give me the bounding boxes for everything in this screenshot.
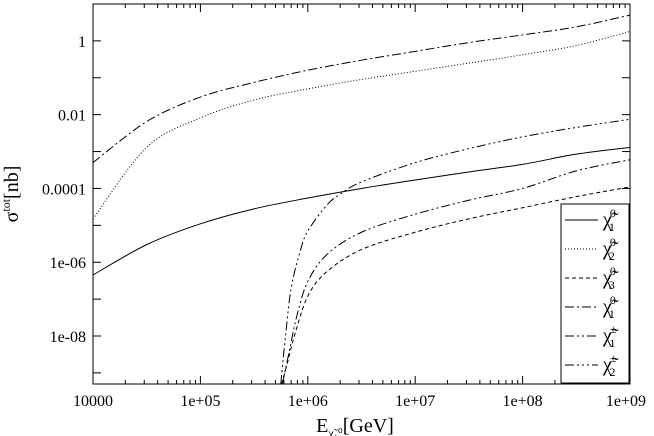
x-axis-title: Eχ̃₁⁰[GeV] (316, 415, 394, 436)
x-tick-label: 1e+08 (503, 393, 543, 410)
y-tick-label: 0.0001 (42, 181, 86, 198)
series-line-5 (281, 159, 631, 385)
legend-entry-label: χ̃± 1 (602, 322, 619, 350)
legend-box (560, 203, 630, 384)
x-tick-label: 1e+09 (606, 393, 646, 410)
legend-entry-label: χ̃0 1 (602, 293, 619, 321)
series-line-1 (92, 146, 631, 276)
y-tick-label: 1 (78, 34, 86, 51)
series-line-2 (92, 30, 631, 220)
x-tick-label: 1e+06 (288, 393, 328, 410)
legend-entry-label: χ̃0 3 (602, 264, 619, 292)
plot-frame (92, 3, 631, 385)
series-line-3 (281, 186, 631, 385)
legend-entry-label: χ̃0 1 (602, 206, 619, 234)
x-tick-label: 1e+05 (180, 393, 220, 410)
series-line-4 (92, 14, 631, 164)
x-tick-label: 10000 (73, 393, 113, 410)
y-tick-label: 0.01 (58, 108, 86, 125)
y-axis-title: σtot[nb] (0, 166, 23, 223)
legend-entry-label: χ̃0 2 (602, 235, 619, 263)
x-tick-label: 1e+07 (395, 393, 435, 410)
legend-entry-label: χ̃± 2 (602, 351, 619, 379)
y-tick-label: 1e-08 (50, 329, 86, 346)
y-tick-label: 1e-06 (50, 255, 86, 272)
